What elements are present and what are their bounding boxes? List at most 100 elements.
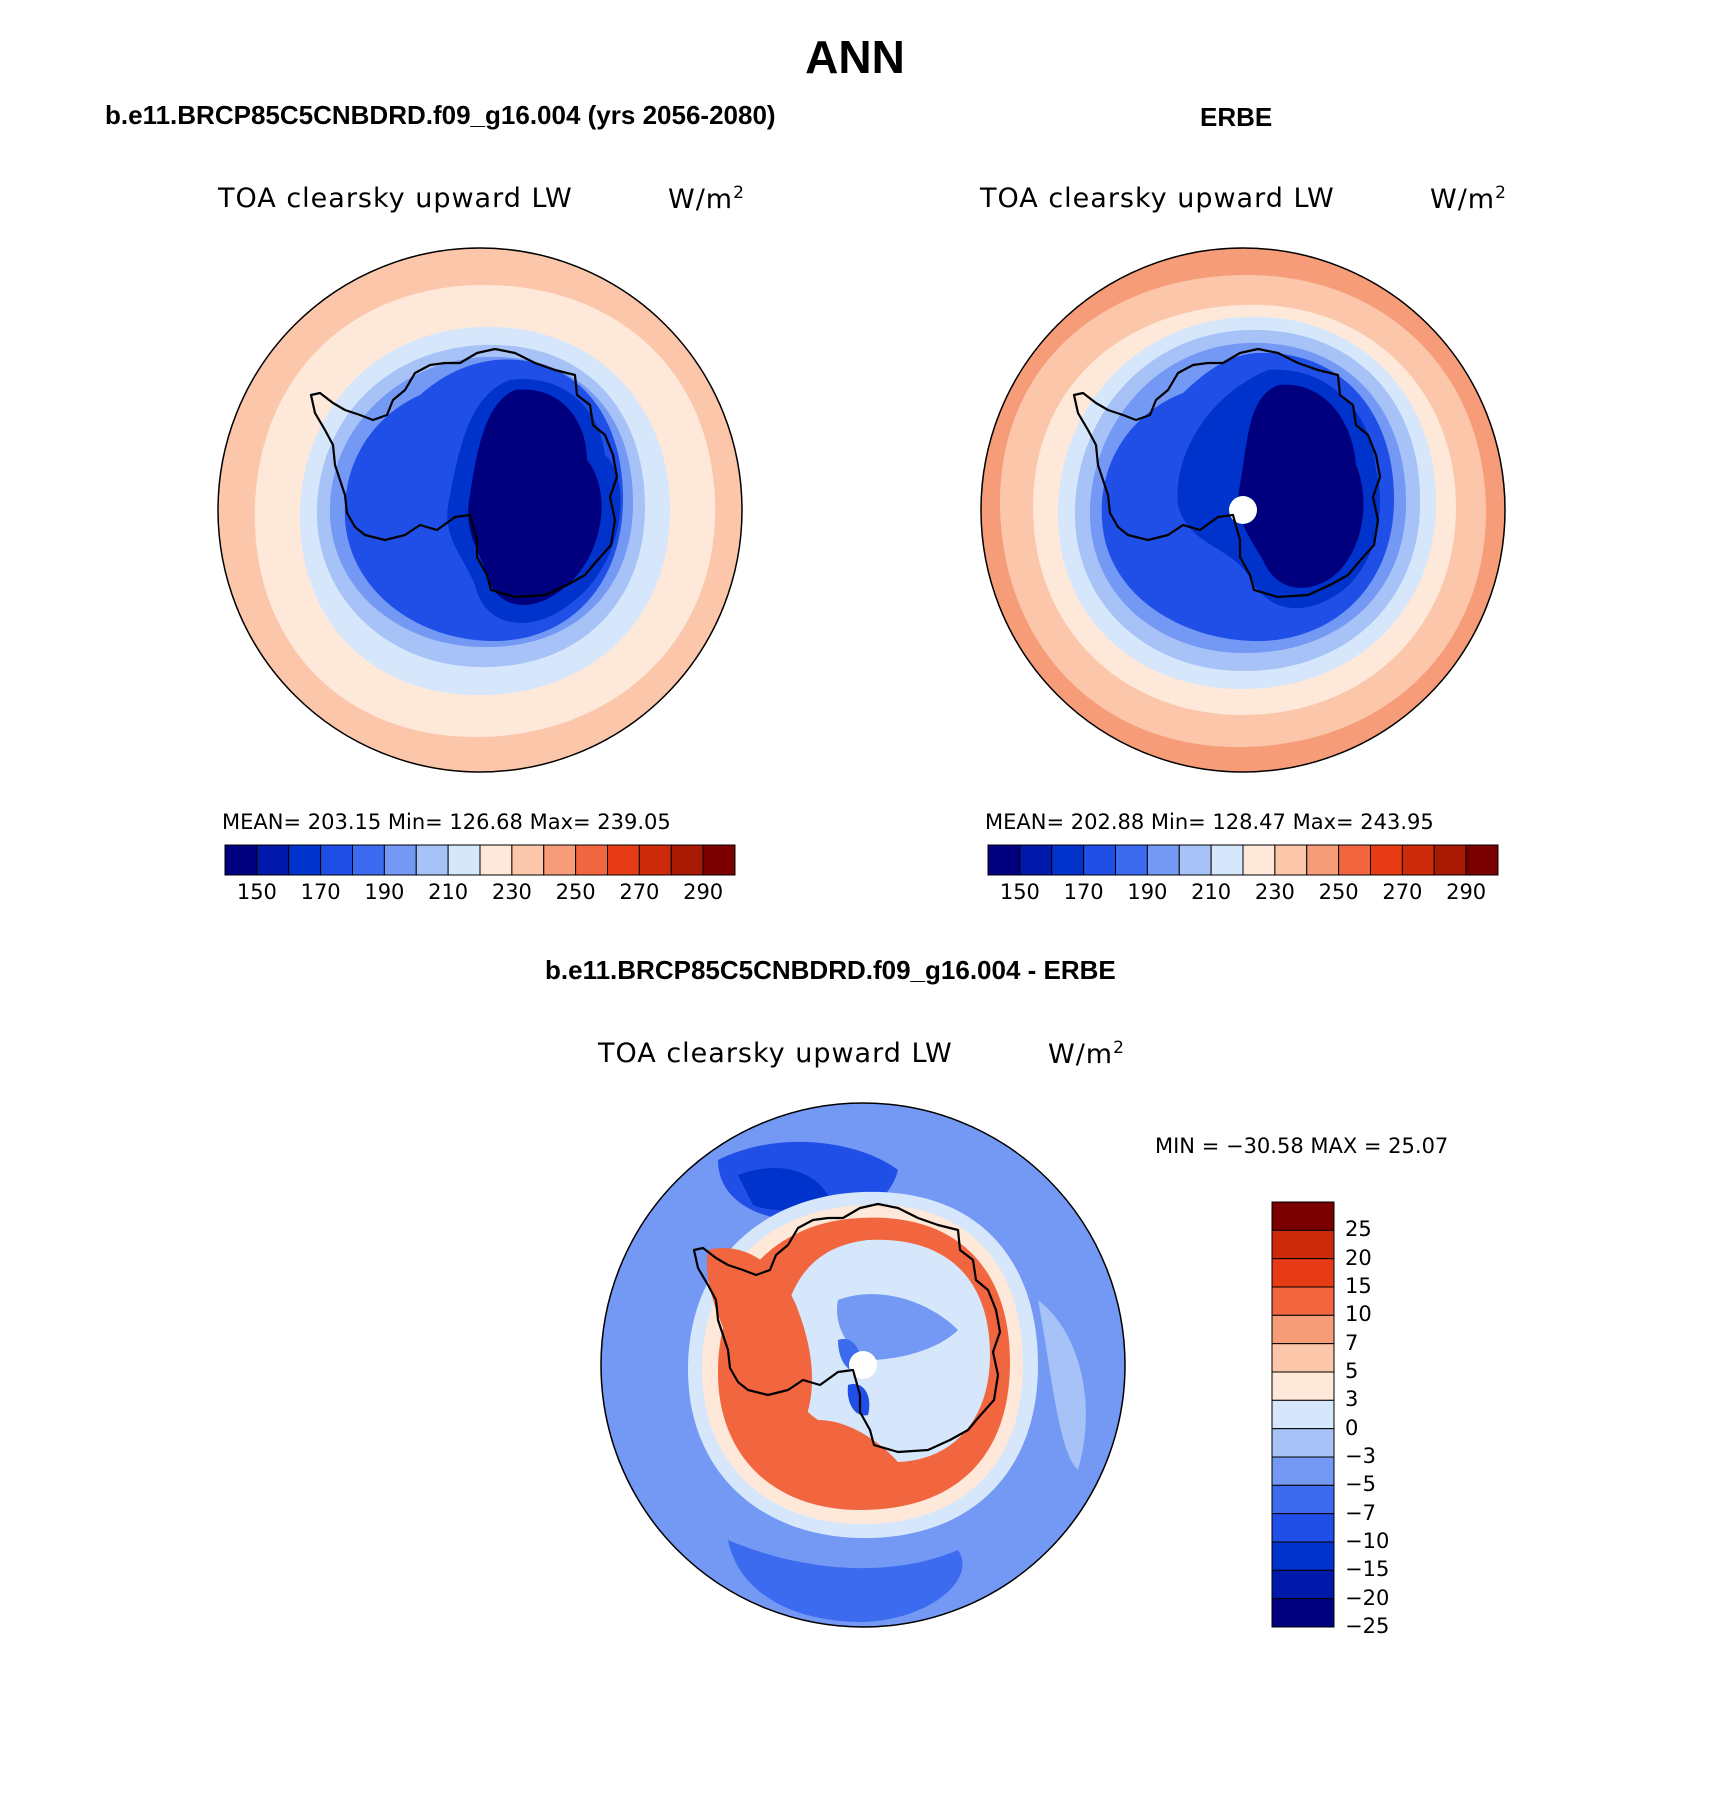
diff-colorbar-swatch	[1271, 1428, 1335, 1458]
diff-colorbar-tick: 3	[1345, 1387, 1359, 1412]
model-colorbar-swatch	[702, 844, 736, 876]
obs-colorbar-swatch	[1465, 844, 1499, 876]
model-colorbar-swatch	[288, 844, 322, 876]
obs-colorbar-swatch	[1401, 844, 1435, 876]
diff-colorbar-tick: 25	[1345, 1217, 1372, 1242]
diff-colorbar-swatch	[1271, 1541, 1335, 1571]
obs-colorbar-tick: 270	[1382, 880, 1423, 904]
obs-colorbar-tick: 190	[1127, 880, 1168, 904]
model-band-min	[468, 389, 602, 605]
diff-colorbar-swatch	[1271, 1456, 1335, 1486]
model-antarctica-outline	[309, 347, 619, 599]
diff-colorbar-swatch	[1271, 1314, 1335, 1345]
diff-colorbar-tick: −20	[1345, 1585, 1390, 1610]
diff-colorbar-tick: −3	[1345, 1444, 1376, 1468]
diff-colorbar-tick: 20	[1345, 1245, 1372, 1270]
model-colorbar-swatch	[511, 844, 545, 876]
obs-map-border	[980, 247, 1506, 773]
diff-colorbar-tick: 0	[1345, 1415, 1359, 1440]
diff-colorbar-swatch	[1271, 1484, 1335, 1515]
diff-missing-pole	[849, 1351, 877, 1379]
model-colorbar-tick: 190	[364, 880, 405, 904]
model-colorbar-tick: 210	[428, 880, 469, 904]
diff-interior-blue	[837, 1294, 958, 1360]
diff-map-border	[600, 1102, 1126, 1628]
obs-colorbar	[987, 844, 1499, 876]
obs-colorbar-swatch	[1242, 844, 1276, 876]
obs-band-min	[1238, 384, 1364, 588]
diff-patch-neg-south	[728, 1540, 963, 1622]
obs-colorbar-tick: 150	[999, 880, 1040, 904]
diff-colorbar	[1271, 1201, 1335, 1628]
diff-panel-title: b.e11.BRCP85C5CNBDRD.f09_g16.004 - ERBE	[545, 955, 1116, 985]
obs-colorbar-swatch	[1370, 844, 1403, 876]
diff-colorbar-tick: 5	[1345, 1359, 1359, 1383]
model-colorbar-tick: 170	[300, 880, 341, 904]
diff-colorbar-swatch	[1271, 1258, 1335, 1288]
figure-title: ANN	[805, 31, 905, 83]
obs-colorbar-swatch	[1051, 844, 1085, 876]
obs-colorbar-tick: 210	[1191, 880, 1232, 904]
model-colorbar-tick: 270	[619, 880, 660, 904]
model-colorbar-swatch	[575, 844, 608, 876]
diff-patch-neg-strong	[738, 1167, 828, 1211]
diff-colorbar-ticks: 25 20 15 10 7 5 3 0 −3 −5 −7 −10 −15 −20 −25	[1345, 1202, 1465, 1638]
model-plot-label: TOA clearsky upward LW	[218, 183, 573, 214]
diff-colorbar-tick: 15	[1345, 1274, 1372, 1298]
diff-colorbar-tick: 7	[1345, 1330, 1359, 1355]
obs-colorbar-tick: 230	[1254, 880, 1295, 904]
obs-colorbar-tick: 170	[1063, 880, 1104, 904]
obs-colorbar-swatch	[1115, 844, 1148, 876]
model-colorbar-swatch	[415, 844, 449, 876]
model-panel-title: b.e11.BRCP85C5CNBDRD.f09_g16.004 (yrs 20…	[105, 100, 776, 130]
model-colorbar-swatch	[320, 844, 353, 876]
obs-stats: MEAN= 202.88 Min= 128.47 Max= 243.95	[985, 810, 1434, 834]
diff-colorbar-tick: −25	[1345, 1614, 1390, 1638]
model-colorbar-swatch	[352, 844, 385, 876]
diff-polar-map	[600, 1102, 1126, 1628]
diff-minmax: MIN = −30.58 MAX = 25.07	[1155, 1134, 1449, 1158]
diff-colorbar-swatch	[1271, 1569, 1335, 1600]
diff-plot-label: TOA clearsky upward LW	[598, 1038, 953, 1069]
diff-colorbar-tick: −10	[1345, 1529, 1390, 1553]
obs-polar-map	[980, 247, 1506, 773]
obs-colorbar-swatch	[1178, 844, 1212, 876]
obs-colorbar-swatch	[1433, 844, 1467, 876]
obs-colorbar-swatch	[1019, 844, 1053, 876]
obs-colorbar-tick: 290	[1446, 880, 1487, 904]
obs-panel-title: ERBE	[1200, 102, 1273, 132]
obs-colorbar-swatch	[987, 844, 1021, 876]
diff-colorbar-swatch	[1271, 1343, 1335, 1373]
diff-colorbar-swatch	[1271, 1513, 1335, 1543]
diff-colorbar-tick: 10	[1345, 1302, 1372, 1327]
obs-units: W/m2	[1430, 183, 1507, 215]
diff-units: W/m2	[1048, 1038, 1125, 1070]
diff-colorbar-tick: −15	[1345, 1557, 1390, 1582]
model-colorbar-tick: 290	[683, 880, 724, 904]
model-stats: MEAN= 203.15 Min= 126.68 Max= 239.05	[222, 810, 671, 834]
model-colorbar-swatch	[256, 844, 290, 876]
obs-colorbar-tick: 250	[1318, 880, 1359, 904]
model-colorbar-swatch	[224, 844, 258, 876]
diff-colorbar-swatch	[1271, 1399, 1335, 1430]
obs-missing-pole	[1229, 496, 1257, 524]
model-colorbar-swatch	[383, 844, 417, 876]
obs-antarctica-outline	[1072, 347, 1382, 599]
model-polar-map	[217, 247, 743, 773]
model-colorbar-ticks: 150 170 190 210 230 250 270 290	[225, 880, 735, 910]
obs-colorbar-swatch	[1083, 844, 1116, 876]
model-colorbar	[224, 844, 736, 876]
obs-plot-label: TOA clearsky upward LW	[980, 183, 1335, 214]
diff-colorbar-swatch	[1271, 1229, 1335, 1260]
diff-colorbar-swatch	[1271, 1201, 1335, 1231]
obs-colorbar-swatch	[1338, 844, 1371, 876]
obs-colorbar-swatch	[1210, 844, 1244, 876]
model-colorbar-swatch	[543, 844, 577, 876]
obs-colorbar-swatch	[1146, 844, 1180, 876]
diff-antarctica-outline	[692, 1202, 1002, 1454]
model-colorbar-tick: 230	[491, 880, 532, 904]
model-units: W/m2	[668, 183, 745, 215]
model-colorbar-swatch	[479, 844, 513, 876]
model-colorbar-swatch	[447, 844, 481, 876]
model-colorbar-swatch	[638, 844, 672, 876]
